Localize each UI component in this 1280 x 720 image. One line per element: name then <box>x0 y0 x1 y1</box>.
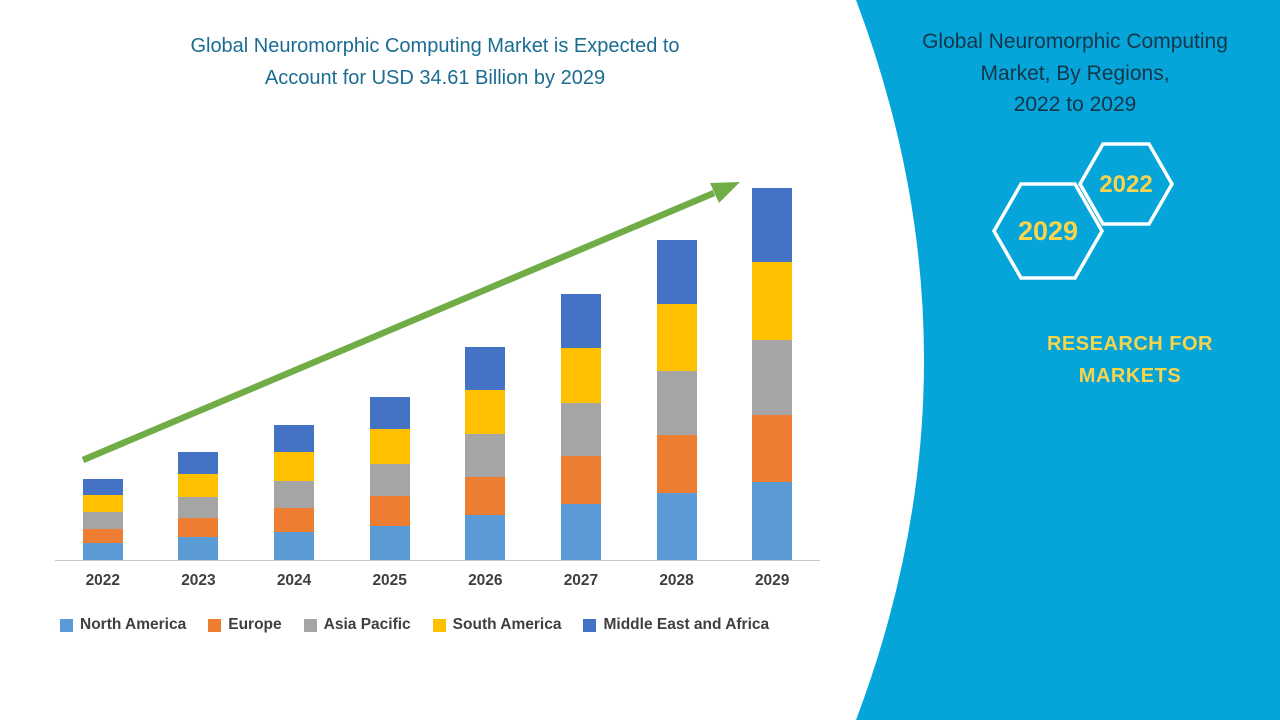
bar-segment <box>369 496 410 526</box>
legend-item-middle-east-and-africa: Middle East and Africa <box>583 616 769 634</box>
x-axis-label: 2026 <box>468 572 503 589</box>
bars-area <box>55 130 820 560</box>
x-axis-label: 2024 <box>276 572 312 589</box>
stacked-bar-2026 <box>465 347 506 560</box>
brand-wordmark: RESEARCH FOR MARKETS <box>1000 328 1260 392</box>
panel-title-line1: Global Neuromorphic Computing <box>922 30 1228 53</box>
bar-segment <box>465 347 506 390</box>
bar-segment <box>82 528 123 543</box>
x-axis-label: 2027 <box>563 572 599 589</box>
bar-segment <box>560 504 601 560</box>
bar-segment <box>369 525 410 560</box>
legend-label: South America <box>452 616 562 633</box>
bar-segment <box>369 429 410 464</box>
bar-segment <box>752 187 793 263</box>
bar-segment <box>465 434 506 478</box>
bar-segment <box>82 479 123 496</box>
bar-segment <box>560 294 601 348</box>
bar-segment <box>178 452 219 474</box>
legend-item-north-america: North America <box>60 616 186 634</box>
legend-item-asia-pacific: Asia Pacific <box>303 616 411 634</box>
brand-line2: MARKETS <box>1078 365 1182 387</box>
hexagon-2029: 2029 <box>991 182 1105 280</box>
bar-segment <box>274 452 315 481</box>
chart-title: Global Neuromorphic Computing Market is … <box>60 30 810 94</box>
bar-segment <box>178 473 219 497</box>
bar-segment <box>465 389 506 435</box>
stacked-bar-2028 <box>656 239 697 560</box>
stacked-bar-2023 <box>178 452 219 560</box>
x-axis-label: 2029 <box>754 572 790 589</box>
bar-segment <box>752 340 793 415</box>
x-axis-label: 2025 <box>372 572 407 589</box>
bar-segment <box>82 512 123 529</box>
bar-segment <box>560 456 601 505</box>
stacked-bar-chart: 2022 2023 2024 2025 2026 2027 2028 2029 <box>55 130 820 589</box>
legend-swatch <box>583 618 597 632</box>
x-axis-label: 2022 <box>85 572 121 589</box>
legend-item-south-america: South America <box>432 616 562 634</box>
hexagon-2029-label: 2029 <box>1018 216 1078 246</box>
legend-swatch <box>208 618 222 632</box>
x-axis-label: 2028 <box>659 572 694 589</box>
stacked-bar-2029 <box>752 187 793 560</box>
bar-segment <box>274 480 315 508</box>
legend-swatch <box>432 618 446 632</box>
bar-segment <box>82 495 123 513</box>
bar-segment <box>656 303 697 372</box>
x-axis-label: 2023 <box>181 572 216 589</box>
year-hexagons: 2029 2022 <box>991 142 1175 280</box>
bar-column-2029 <box>724 130 820 560</box>
legend-label: Europe <box>228 616 282 633</box>
bar-segment <box>274 425 315 453</box>
bar-segment <box>752 481 793 560</box>
stacked-bar-2027 <box>560 294 601 560</box>
bar-column-2028 <box>629 130 725 560</box>
panel-title-line3: 2022 to 2029 <box>1013 93 1137 116</box>
bar-column-2026 <box>438 130 534 560</box>
chart-title-line1: Global Neuromorphic Computing Market is … <box>190 35 680 57</box>
legend-label: Middle East and Africa <box>603 616 770 633</box>
bar-column-2027 <box>533 130 629 560</box>
bar-column-2024 <box>246 130 342 560</box>
chart-title-line2: Account for USD 34.61 Billion by 2029 <box>264 67 606 89</box>
bar-segment <box>465 515 506 560</box>
bar-segment <box>82 543 123 560</box>
bar-segment <box>369 463 410 497</box>
bar-segment <box>369 396 410 430</box>
bar-segment <box>656 435 697 493</box>
bar-segment <box>274 531 315 560</box>
bar-segment <box>178 537 219 560</box>
x-axis-labels: 2022 2023 2024 2025 2026 2027 2028 2029 <box>55 572 820 590</box>
bar-segment <box>656 492 697 560</box>
bar-segment <box>178 496 219 519</box>
legend-item-europe: Europe <box>208 616 282 634</box>
legend-label: North America <box>80 616 187 633</box>
hexagon-2022: 2022 <box>1077 142 1175 226</box>
bar-segment <box>656 239 697 304</box>
brand-line1: RESEARCH FOR <box>1046 333 1213 355</box>
bar-column-2022 <box>55 130 151 560</box>
stacked-bar-2024 <box>274 425 315 560</box>
legend-swatch <box>60 618 73 632</box>
bar-segment <box>560 403 601 457</box>
bar-segment <box>752 414 793 482</box>
panel-title-line2: Market, By Regions, <box>980 61 1170 85</box>
bar-segment <box>560 347 601 404</box>
chart-legend: North America Europe Asia Pacific South Ame… <box>60 616 791 634</box>
bar-segment <box>752 262 793 341</box>
bar-segment <box>656 371 697 436</box>
stacked-bar-2025 <box>369 396 410 560</box>
bar-segment <box>465 477 506 516</box>
bar-column-2023 <box>151 130 247 560</box>
bar-segment <box>178 518 219 538</box>
bar-segment <box>274 507 315 532</box>
bar-column-2025 <box>342 130 438 560</box>
legend-swatch <box>303 618 317 632</box>
legend-label: Asia Pacific <box>323 616 411 633</box>
panel-title: Global Neuromorphic Computing Market, By… <box>900 26 1250 121</box>
stacked-bar-2022 <box>82 479 123 560</box>
hexagon-2022-label: 2022 <box>1099 171 1152 198</box>
